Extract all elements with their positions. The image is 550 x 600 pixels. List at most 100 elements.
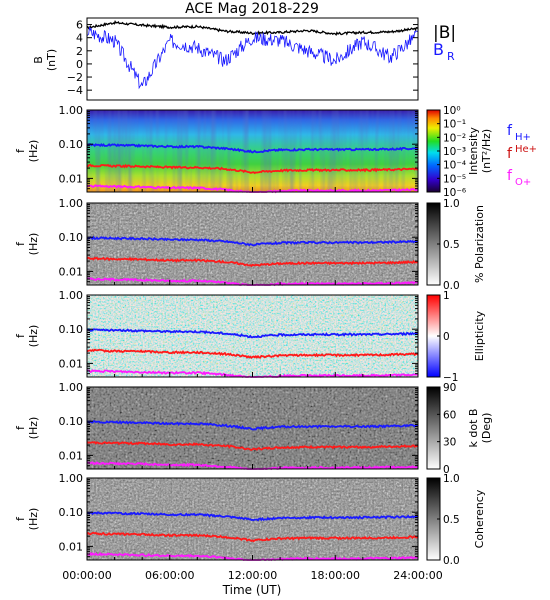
colorbar-tick-label: 60 [443,409,456,421]
colorbar-tick-label: 0.5 [443,239,460,251]
y-axis-label-f-unit: (Hz) [27,233,40,256]
colorbar-label: (nT²/Hz) [480,129,493,173]
series-line-B-R [86,26,419,90]
y-axis-label-f: f [14,241,27,246]
y-tick-label: 0.10 [59,231,84,244]
figure-title: ACE Mag 2018-229 [185,1,319,17]
colorbar-tick-label: 10⁻¹ [443,119,466,131]
y-tick-label-b: 2 [76,45,83,58]
y-tick-label: 0.10 [59,138,84,151]
colorbar-tick-label: 0.5 [443,514,460,526]
y-tick-label: 1.00 [59,197,84,210]
y-tick-label: 0.01 [59,172,84,185]
colorbar-label: Ellipticity [473,310,486,361]
y-axis-label-f-unit: (Hz) [27,140,40,163]
gyro-line-He [86,348,419,360]
x-tick-label: 24:00:00 [393,569,442,582]
gyro-line-H [86,235,419,247]
y-tick-label-b: 4 [76,32,83,45]
gyro-line-H [87,328,419,339]
x-tick-label: 18:00:00 [311,569,360,582]
colorbar-tick-label: 0 [443,331,450,343]
y-tick-label-b: 0 [76,58,83,71]
y-tick-label: 0.01 [59,265,84,278]
colorbar-tick-label: 10⁻³ [443,146,466,158]
y-axis-label-f: f [14,425,27,430]
colorbar-tick-label: 10⁻⁴ [443,160,466,172]
y-tick-label: 1.00 [59,381,84,394]
y-tick-label: 1.00 [59,472,84,485]
colorbar-tick-label: 10⁻² [443,132,466,144]
legend-f-He-superscript: He+ [515,144,537,155]
y-axis-label-b-unit: (nT) [45,49,58,71]
colorbar-tick-label: 10⁰ [443,105,461,117]
legend-f-He: f [507,146,513,162]
y-tick-label: 0.01 [59,449,84,462]
gyro-line-He [86,256,419,268]
colorbar-label: k dot B [467,409,480,448]
y-tick-label-b: 6 [76,19,83,32]
panel-intensity: 1.000.100.01f (Hz)10⁰10⁻¹10⁻²10⁻³10⁻⁴10⁻⁵… [14,104,537,199]
y-tick-label-b: −2 [67,71,83,84]
series-line-B-total [86,19,419,37]
gyro-line-H [86,511,419,522]
y-tick-label: 0.10 [59,506,84,519]
panel-ellipticity: 1.00 0.10 0.01 f (Hz) 1 0 −1 Ellipticity [14,289,486,384]
spectrogram-texture [87,110,418,192]
y-tick-label: 0.01 [59,540,84,553]
spectrogram-texture [87,387,418,469]
legend-B-total: |B| [433,23,456,43]
y-axis-label-f-unit: (Hz) [27,508,40,531]
panel-polarization: 1.00 0.10 0.01 f (Hz) 1.0 0.5 0.0 % Polarization [14,197,486,292]
panel-b-frame [86,17,419,101]
legend-f-H-subscript: H+ [515,132,531,143]
colorbar-tick-label: 30 [443,437,456,449]
y-tick-label: 0.10 [59,323,84,336]
y-tick-label: 1.00 [59,289,84,302]
y-tick-label: 1.00 [59,104,84,117]
x-tick-label: 00:00:00 [62,569,111,582]
y-axis-label-f: f [14,148,27,153]
panel-coherency: 1.00 0.10 0.01 f (Hz) 1.0 0.5 0.0 Coherency [14,472,486,567]
legend-B-R: B [433,40,444,59]
y-axis-label-f: f [14,516,27,521]
legend-f-O-subscript: O+ [515,177,531,188]
x-axis-label: Time (UT) [222,583,282,597]
time-axis-labels: 00:00:00 06:00:00 12:00:00 18:00:00 24:00:00 [62,569,442,582]
gyro-line-He [86,531,419,543]
colorbar-tick-label: −1 [443,372,458,384]
colorbar-label: Coherency [473,489,486,548]
colorbar-tick-label: 1.0 [443,473,460,485]
x-tick-label: 06:00:00 [145,569,194,582]
gyro-line-H [86,142,419,154]
colorbar-tick-label: 0 [443,464,450,476]
legend-B-R-subscript: R [447,50,455,63]
colorbar-tick-label: 10⁻⁵ [443,173,466,185]
colorbar-tick-label: 1 [443,290,450,302]
spectrogram-texture-blue [87,295,418,377]
spectrogram-texture [87,203,418,285]
y-axis-label-f: f [14,333,27,338]
colorbar-tick-label: 90 [443,382,456,394]
y-axis-label-f-unit: (Hz) [27,325,40,348]
colorbar-label: Intensity [467,127,480,175]
gyro-line-H [87,419,419,431]
colorbar-tick-label: 10⁻⁶ [443,187,466,199]
colorbar-tick-label: 0.0 [443,280,460,292]
y-axis-label-b: B [32,56,45,64]
colorbar-tick-label: 0.0 [443,555,460,567]
colorbar-label: (Deg) [480,413,493,444]
colorbar [426,386,441,470]
colorbar-tick-label: 1.0 [443,198,460,210]
panel-k-dot-b: 1.00 0.10 0.01 f (Hz) 90 60 30 0 k dot B (Deg) [14,381,493,476]
gyro-line-He [86,441,419,451]
colorbar-label: % Polarization [473,205,486,283]
gyro-line-He [86,163,419,175]
y-tick-label: 0.10 [59,415,84,428]
legend-f-H: f [507,123,513,139]
y-tick-label: 0.01 [59,357,84,370]
y-tick-label-b: −4 [67,84,83,97]
y-axis-label-f-unit: (Hz) [27,417,40,440]
